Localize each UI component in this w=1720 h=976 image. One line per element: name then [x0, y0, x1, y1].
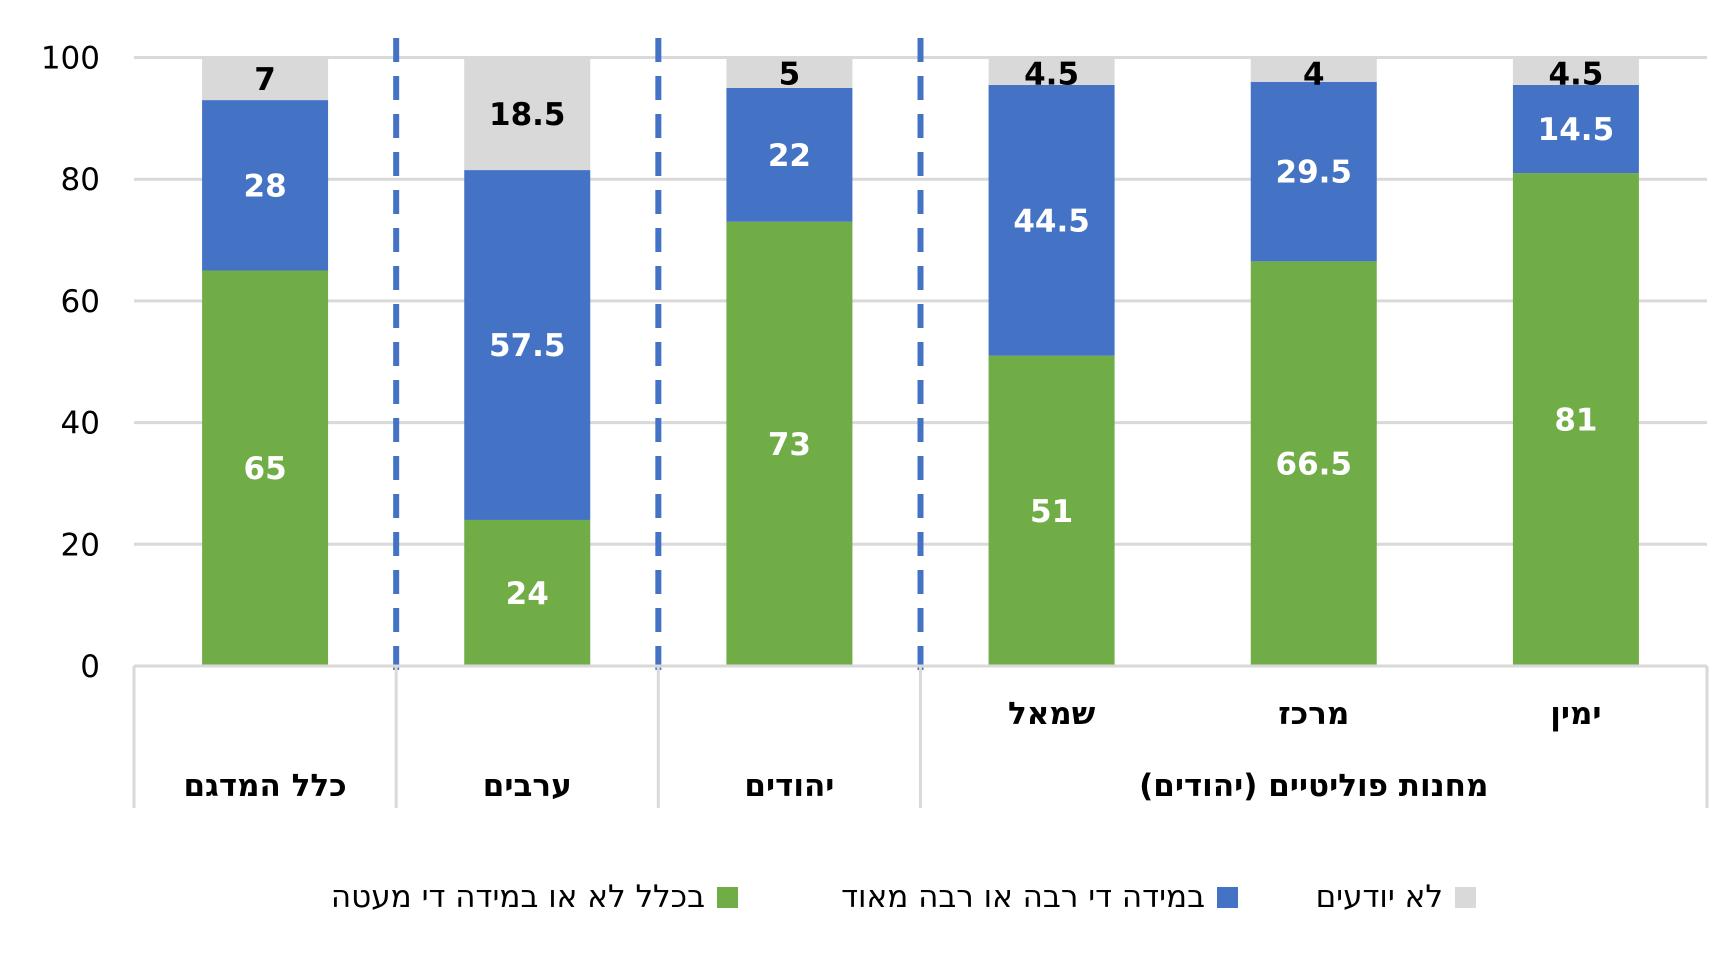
data-label: 73: [768, 427, 811, 463]
bar-segment: [988, 84, 1115, 356]
bar-segment: [1512, 173, 1639, 667]
y-axis: 0 20 40 60 80 100: [41, 41, 100, 686]
y-tick-label: 20: [61, 527, 100, 563]
y-tick-label: 100: [41, 41, 100, 77]
bar-segment: [1512, 57, 1639, 85]
legend-swatch: [1217, 887, 1238, 908]
data-label: 51: [1030, 494, 1073, 530]
data-label: 22: [768, 138, 811, 174]
data-label: 18.5: [489, 97, 566, 133]
bar-segment: [202, 57, 329, 101]
x-category-label: שמאל: [1008, 696, 1096, 732]
x-category-label: ימין: [1550, 696, 1601, 732]
bar-segment: [202, 100, 329, 271]
data-label: 81: [1554, 403, 1597, 439]
bar-segment: [464, 519, 591, 666]
bar-segment: [1250, 57, 1377, 82]
data-label: 66.5: [1276, 447, 1353, 483]
data-label: 4.5: [1548, 57, 1603, 93]
y-tick-label: 0: [80, 649, 100, 685]
bar-segment: [464, 57, 591, 171]
x-group-label: ערבים: [483, 768, 572, 804]
y-tick-label: 40: [61, 406, 100, 442]
legend-label: לא יודעים: [1316, 879, 1443, 915]
bars: [202, 57, 1639, 667]
data-label: 14.5: [1538, 112, 1615, 148]
data-label: 5: [779, 57, 801, 93]
x-category-label: מרכז: [1278, 696, 1349, 732]
data-label: 24: [506, 576, 549, 612]
data-label: 29.5: [1276, 155, 1353, 191]
x-group-label: מחנות פוליטיים (יהודים): [1139, 768, 1488, 804]
legend-swatch: [1455, 887, 1476, 908]
legend-label: בכלל לא או במידה די מעטה: [331, 879, 705, 915]
x-group-label: כלל המדגם: [183, 768, 346, 804]
legend: לא יודעים במידה די רבה או רבה מאוד בכלל לא…: [331, 879, 1476, 915]
data-label: 44.5: [1013, 203, 1090, 239]
bar-segment: [464, 170, 591, 520]
bar-segment: [1250, 81, 1377, 262]
x-axis: שמאל מרכז ימין כלל המדגם ערבים יהודים מחנות פו…: [132, 664, 1709, 808]
data-label: 28: [244, 168, 287, 204]
data-label: 65: [244, 451, 287, 487]
data-labels: 65 28 7 24 57.5 18.5 73 22 5 51 44.5 4.5 66.5 29.5 4 81…: [244, 57, 1615, 612]
bar-segment: [726, 221, 853, 667]
data-label: 57.5: [489, 328, 566, 364]
legend-swatch: [717, 887, 738, 908]
bar-segment: [1512, 84, 1639, 174]
y-tick-label: 80: [61, 162, 100, 198]
bar-segment: [1250, 261, 1377, 666]
data-label: 7: [254, 62, 276, 98]
legend-label: במידה די רבה או רבה מאוד: [841, 879, 1205, 915]
bar-segment: [726, 57, 853, 88]
x-group-label: יהודים: [744, 768, 834, 804]
bar-segment: [988, 355, 1115, 666]
data-label: 4: [1303, 57, 1325, 93]
bar-segment: [202, 270, 329, 666]
group-separators: [393, 38, 924, 672]
data-label: 4.5: [1024, 57, 1079, 93]
bar-segment: [726, 87, 853, 222]
y-tick-label: 60: [61, 284, 100, 320]
bar-segment: [988, 57, 1115, 85]
